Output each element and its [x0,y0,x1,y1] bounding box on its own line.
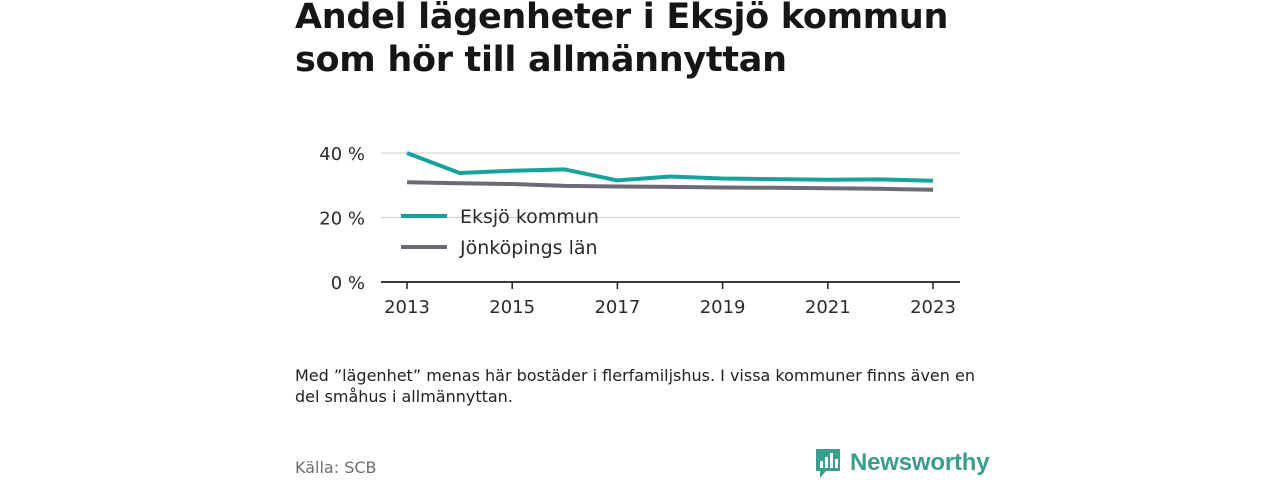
y-tick-label: 20 % [319,209,365,230]
legend: Eksjö kommun Jönköpings län [401,206,599,259]
x-tick-label: 2023 [910,297,956,318]
x-tick-label: 2019 [700,297,746,318]
y-tick-label: 0 % [331,273,365,294]
series-lines [406,151,934,192]
gridlines [381,152,960,219]
x-tick-label: 2017 [594,297,640,318]
chart-title: Andel lägenheter i Eksjö kommun som hör … [295,0,949,80]
x-axis: 2013 2015 2017 2019 2021 2023 [381,281,960,318]
line-chart: 0 % 20 % 40 % 2013 2015 2017 2019 2021 2023 Eks… [319,144,960,318]
footnote: Med ”lägenhet” menas här bostäder i fler… [295,366,975,406]
series-line [406,180,934,192]
x-tick-label: 2015 [489,297,535,318]
y-tick-label: 40 % [319,144,365,165]
legend-label: Eksjö kommun [460,206,599,228]
x-tick-label: 2021 [805,297,851,318]
y-axis-tick-labels: 0 % 20 % 40 % [319,144,365,294]
x-tick-label: 2013 [384,297,430,318]
bar-chart-speech-bubble-icon [816,449,840,478]
brand-name: Newsworthy [850,449,990,476]
series-line [406,151,934,183]
source-label: Källa: SCB [295,458,377,477]
newsworthy-logo: Newsworthy [814,446,990,480]
legend-label: Jönköpings län [459,237,598,259]
